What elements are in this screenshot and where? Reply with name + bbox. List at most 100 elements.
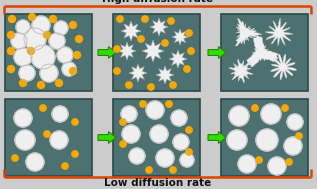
Circle shape <box>186 127 192 133</box>
Circle shape <box>75 36 82 43</box>
Circle shape <box>14 109 32 127</box>
Bar <box>221 99 308 176</box>
FancyArrow shape <box>98 47 116 58</box>
Circle shape <box>156 149 174 167</box>
Polygon shape <box>129 64 147 82</box>
Circle shape <box>12 155 18 161</box>
Circle shape <box>62 62 76 76</box>
Circle shape <box>24 28 46 50</box>
Circle shape <box>138 36 144 42</box>
Circle shape <box>162 40 168 46</box>
Circle shape <box>55 80 62 87</box>
Circle shape <box>40 64 58 82</box>
Polygon shape <box>150 18 168 36</box>
Polygon shape <box>271 54 296 79</box>
Circle shape <box>171 110 187 126</box>
Circle shape <box>72 119 78 125</box>
Circle shape <box>284 137 302 155</box>
FancyArrow shape <box>208 132 226 143</box>
Circle shape <box>168 18 174 24</box>
Circle shape <box>268 157 286 175</box>
Circle shape <box>238 155 256 173</box>
Circle shape <box>148 84 154 90</box>
Polygon shape <box>121 21 141 41</box>
Circle shape <box>20 80 27 87</box>
Circle shape <box>29 13 36 20</box>
Circle shape <box>16 20 30 34</box>
Circle shape <box>26 153 44 171</box>
Circle shape <box>121 106 137 122</box>
Circle shape <box>146 167 152 173</box>
Circle shape <box>69 67 76 74</box>
Circle shape <box>261 104 281 124</box>
Circle shape <box>173 134 189 150</box>
Circle shape <box>15 130 35 150</box>
Circle shape <box>19 65 35 81</box>
Circle shape <box>8 66 15 73</box>
Text: High diffusion rate: High diffusion rate <box>102 0 213 4</box>
Circle shape <box>150 125 168 143</box>
Circle shape <box>11 33 27 49</box>
Circle shape <box>72 151 78 157</box>
FancyArrow shape <box>208 47 226 58</box>
Circle shape <box>256 129 278 151</box>
Circle shape <box>286 159 292 165</box>
Circle shape <box>44 131 50 137</box>
Circle shape <box>32 16 50 34</box>
Circle shape <box>142 16 148 22</box>
Circle shape <box>186 149 192 155</box>
Circle shape <box>186 30 192 36</box>
Circle shape <box>28 47 35 54</box>
Circle shape <box>252 105 258 111</box>
Circle shape <box>129 148 145 164</box>
Bar <box>113 99 200 176</box>
Circle shape <box>62 163 68 169</box>
Circle shape <box>120 119 126 125</box>
FancyArrow shape <box>98 132 116 143</box>
Circle shape <box>49 33 65 49</box>
Circle shape <box>287 114 303 130</box>
Polygon shape <box>236 18 262 46</box>
Circle shape <box>74 51 81 59</box>
Bar <box>113 14 200 91</box>
Circle shape <box>114 68 120 74</box>
Circle shape <box>227 130 247 150</box>
Circle shape <box>57 47 73 63</box>
Circle shape <box>184 66 190 72</box>
Circle shape <box>166 101 172 107</box>
Circle shape <box>170 167 176 173</box>
Text: Low diffusion rate: Low diffusion rate <box>104 178 211 188</box>
Circle shape <box>296 133 302 139</box>
Polygon shape <box>229 59 253 83</box>
Polygon shape <box>265 18 293 46</box>
Polygon shape <box>142 40 164 62</box>
Circle shape <box>40 105 46 111</box>
Circle shape <box>122 125 140 143</box>
Bar <box>5 14 92 91</box>
Polygon shape <box>169 50 187 68</box>
Circle shape <box>188 48 194 54</box>
Circle shape <box>114 46 120 52</box>
Circle shape <box>69 22 76 29</box>
Circle shape <box>14 48 32 66</box>
Circle shape <box>52 106 68 122</box>
Polygon shape <box>156 66 174 84</box>
Circle shape <box>140 101 146 107</box>
Circle shape <box>146 101 164 119</box>
Circle shape <box>43 32 50 39</box>
Bar <box>5 99 92 176</box>
Circle shape <box>31 45 55 69</box>
Circle shape <box>117 16 123 22</box>
Circle shape <box>229 106 249 126</box>
Circle shape <box>8 47 15 54</box>
Bar <box>221 14 308 91</box>
Circle shape <box>50 131 68 149</box>
Circle shape <box>120 141 126 147</box>
Circle shape <box>282 105 288 111</box>
Polygon shape <box>172 29 188 45</box>
Polygon shape <box>247 36 278 67</box>
Circle shape <box>180 153 194 167</box>
Circle shape <box>256 157 262 163</box>
Circle shape <box>9 15 16 22</box>
Circle shape <box>49 15 56 22</box>
